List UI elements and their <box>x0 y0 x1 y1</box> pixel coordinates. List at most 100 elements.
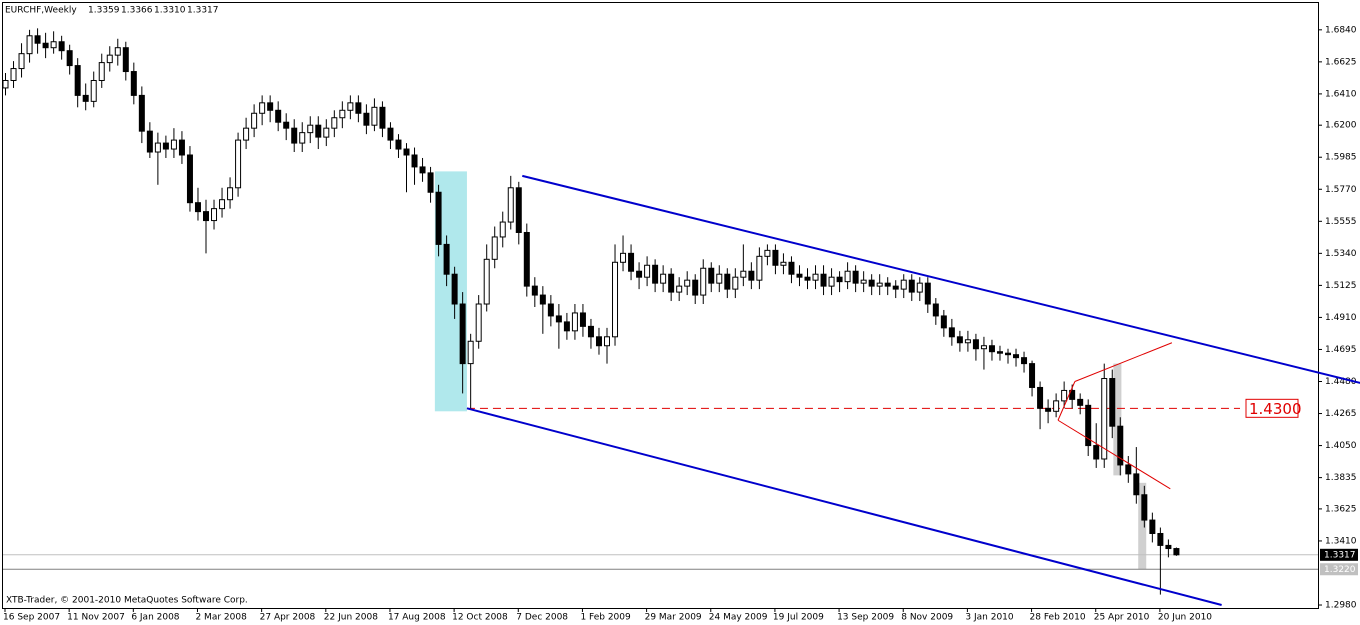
candle-body <box>259 102 266 114</box>
y-tick-label: 1.5985 <box>1325 153 1357 163</box>
candle-body <box>980 345 987 350</box>
candle-body <box>1029 363 1036 388</box>
x-tick-label: 29 Mar 2009 <box>645 613 702 623</box>
candle-body <box>644 264 651 278</box>
chart-title: EURCHF,Weekly <box>5 6 77 16</box>
candle-body <box>267 102 274 111</box>
candle-body <box>595 336 602 347</box>
candle-body <box>211 208 218 222</box>
candle-body <box>1157 532 1164 546</box>
triangle-line <box>1074 342 1173 382</box>
candle-body <box>668 273 675 293</box>
candle-body <box>154 142 161 153</box>
candle-body <box>243 127 250 141</box>
y-tick-label: 1.4480 <box>1325 377 1357 387</box>
candle-body <box>507 187 514 223</box>
level-label: 1.4300 <box>1249 400 1302 418</box>
candle-body <box>515 187 522 233</box>
candle-body <box>203 211 209 222</box>
y-tick-label: 1.6410 <box>1325 89 1357 99</box>
x-tick-label: 3 Jan 2010 <box>965 613 1013 623</box>
candle-body <box>419 166 426 174</box>
candle-body <box>892 285 899 290</box>
triangle-line <box>1057 381 1076 421</box>
candle-body <box>74 65 81 96</box>
candle-body <box>138 94 145 132</box>
header-price: 1.3366 <box>121 6 153 16</box>
candle-body <box>628 252 635 272</box>
candle-body <box>42 42 49 49</box>
candle-body <box>956 336 963 344</box>
candle-body <box>820 273 827 287</box>
candle-body <box>788 261 795 275</box>
candle-body <box>227 187 234 201</box>
candle-body <box>1173 548 1180 556</box>
y-tick-label: 1.3410 <box>1325 536 1357 546</box>
candle-body <box>130 71 137 96</box>
candle-body <box>988 345 995 353</box>
candle-body <box>1085 404 1092 447</box>
candle-body <box>876 282 883 287</box>
candle-body <box>868 279 875 287</box>
candle-body <box>724 273 731 290</box>
current-price-box <box>1320 563 1358 576</box>
candle-body <box>1013 354 1020 359</box>
candle-body <box>467 340 474 365</box>
x-tick-label: 22 Jun 2008 <box>324 613 378 623</box>
candle-body <box>996 351 1003 354</box>
candle-body <box>852 270 859 284</box>
y-tick-label: 1.4695 <box>1325 345 1357 355</box>
candle-body <box>836 276 843 283</box>
candle-body <box>371 106 378 126</box>
x-tick-label: 7 Dec 2008 <box>516 613 568 623</box>
channel-line <box>522 174 1360 384</box>
y-tick-label: 1.2980 <box>1325 601 1357 611</box>
candle-body <box>235 139 242 189</box>
candle-body <box>1045 407 1052 412</box>
candle-body <box>652 264 659 284</box>
candle-body <box>283 121 290 129</box>
candle-body <box>579 312 586 327</box>
candle-body <box>900 279 907 290</box>
candle-body <box>620 252 627 263</box>
candle-body <box>194 202 201 213</box>
x-tick-label: 6 Jan 2008 <box>131 613 179 623</box>
candle-body <box>291 127 298 144</box>
candle-body <box>732 276 739 290</box>
candle-body <box>636 270 643 278</box>
candle-body <box>884 282 891 287</box>
x-tick-label: 20 Jun 2010 <box>1158 613 1212 623</box>
candle-body <box>604 336 610 347</box>
candle-body <box>1141 494 1148 521</box>
candle-body <box>1117 425 1124 466</box>
candle-body <box>1101 378 1108 460</box>
candle-body <box>708 267 715 284</box>
candle-body <box>1077 398 1084 406</box>
candle-body <box>812 273 819 281</box>
y-tick-label: 1.6200 <box>1325 121 1357 131</box>
candle-body <box>587 325 594 338</box>
current-price-label: 1.3220 <box>1324 565 1356 575</box>
candle-body <box>387 127 394 141</box>
candle-body <box>1133 473 1140 496</box>
candle-body <box>58 41 65 52</box>
level-box <box>1245 398 1299 418</box>
candle-body <box>315 124 322 138</box>
x-tick-label: 8 Nov 2009 <box>901 613 953 623</box>
y-tick-label: 1.5340 <box>1325 249 1357 259</box>
candle-body <box>26 35 33 55</box>
candle-body <box>684 279 691 287</box>
header-price: 1.3359 <box>88 6 120 16</box>
candle-body <box>178 139 185 156</box>
candle-body <box>98 62 105 81</box>
candle-body <box>347 102 354 111</box>
candle-body <box>676 285 683 293</box>
candle-body <box>1053 400 1060 412</box>
candle-body <box>162 142 169 150</box>
candle-body <box>772 249 779 266</box>
candle-body <box>411 154 418 168</box>
candle-body <box>443 243 450 275</box>
candle-body <box>10 68 17 81</box>
zone <box>1113 363 1122 476</box>
